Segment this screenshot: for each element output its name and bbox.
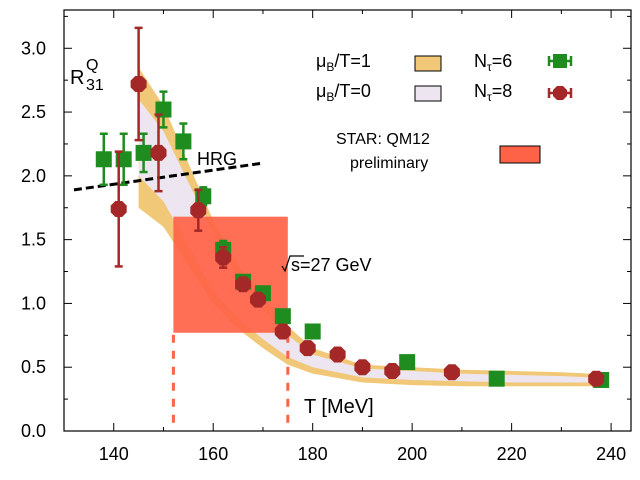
nt6-point-12 <box>399 354 416 371</box>
legend-swatch-star <box>499 145 541 164</box>
legend-mu0-sub: B <box>326 90 334 104</box>
legend-mu1-rest: /T=1 <box>334 51 371 71</box>
x-tick-label-220: 220 <box>497 444 527 464</box>
legend-swatch-mu0 <box>414 85 442 102</box>
marker-square <box>274 308 291 325</box>
svg-text:Nτ=6: Nτ=6 <box>474 51 512 74</box>
y-tick-label-2: 1.0 <box>21 293 46 313</box>
legend-item-nt6: Nτ=6 <box>474 51 573 74</box>
marker-octagon <box>299 340 316 357</box>
y-tick-label-0: 0.0 <box>21 421 46 441</box>
legend-marker-nt6 <box>547 54 573 68</box>
star-label-line1: STAR: QM12 <box>336 131 430 148</box>
marker-octagon <box>215 249 232 266</box>
nt8-point-13 <box>443 364 460 381</box>
y-tick-label-4: 2.0 <box>21 166 46 186</box>
y-tick-label-1: 0.5 <box>21 357 46 377</box>
legend-item-nt8: Nτ=8 <box>474 81 573 104</box>
legend-marker-nt8 <box>547 86 573 100</box>
nt6-point-1 <box>95 132 112 187</box>
marker-square <box>399 354 416 371</box>
nt6-point-13 <box>488 370 505 387</box>
nt8-point-8 <box>274 323 291 340</box>
x-tick-label-160: 160 <box>198 444 228 464</box>
nt8-point-3 <box>150 113 167 193</box>
marker-square <box>135 144 152 161</box>
nt8-point-7 <box>250 291 266 308</box>
nt8-point-9 <box>299 340 316 357</box>
x-tick-label-200: 200 <box>397 444 427 464</box>
legend-swatch-mu1 <box>414 55 442 72</box>
nt8-point-4 <box>190 188 207 232</box>
legend-item-star: STAR: QM12 preliminary <box>336 131 541 172</box>
legend-nt6-sub: τ <box>487 60 492 74</box>
legend-item-mu0: μB/T=0 <box>316 81 442 104</box>
y-axis-label: R Q 31 <box>70 57 104 94</box>
energy-label: s=27 GeV <box>291 255 372 275</box>
x-tick-label-180: 180 <box>298 444 328 464</box>
sqrt-symbol <box>281 255 304 273</box>
nt6-point-5 <box>175 122 192 161</box>
x-axis-label: T [MeV] <box>304 396 374 418</box>
marker-octagon <box>443 364 460 381</box>
y-axis-label-sup: Q <box>86 57 98 74</box>
marker-octagon <box>588 370 605 387</box>
marker-octagon <box>130 76 147 92</box>
legend-nt8-rest: =8 <box>492 81 513 101</box>
legend-nt8-sub: τ <box>487 90 492 104</box>
marker-octagon <box>190 202 207 219</box>
nt6-point-3 <box>135 132 152 174</box>
marker-octagon <box>235 276 252 293</box>
legend-mu0-symbol: μ <box>316 81 326 101</box>
y-tick-label-6: 3.0 <box>21 38 46 58</box>
nt8-point-10 <box>329 346 346 363</box>
nt8-point-11 <box>354 359 371 376</box>
y-tick-label-3: 1.5 <box>21 230 46 250</box>
legend-mu1-sub: B <box>326 60 334 74</box>
marker-octagon <box>384 363 401 379</box>
legend-mu1-symbol: μ <box>316 51 326 71</box>
legend: μB/T=1 μB/T=0 Nτ=6 Nτ=8 <box>316 51 573 172</box>
x-tick-label-240: 240 <box>596 444 626 464</box>
marker-square <box>304 323 321 340</box>
svg-text:μB/T=1: μB/T=1 <box>316 51 371 74</box>
legend-nt8-symbol: N <box>474 81 487 101</box>
hrg-label: HRG <box>197 149 237 169</box>
nt6-point-10 <box>274 308 291 325</box>
y-axis-label-main: R <box>70 67 84 89</box>
nt8-point-14 <box>588 370 605 387</box>
legend-nt6-rest: =6 <box>492 51 513 71</box>
nt6-point-11 <box>304 323 321 340</box>
nt8-point-2 <box>130 26 147 142</box>
marker-square <box>95 151 112 168</box>
marker-octagon <box>150 144 167 161</box>
svg-text:μB/T=0: μB/T=0 <box>316 81 371 104</box>
marker-square <box>175 133 192 150</box>
marker-octagon <box>250 291 266 308</box>
x-tick-label-140: 140 <box>99 444 129 464</box>
marker-octagon <box>274 323 291 340</box>
plot-frame <box>63 9 632 432</box>
marker-square <box>488 370 505 387</box>
energy-annotation: s=27 GeV <box>281 255 372 275</box>
nt8-point-1 <box>110 150 127 268</box>
marker-octagon <box>110 201 127 217</box>
marker-octagon <box>354 359 371 376</box>
nt8-point-12 <box>384 363 401 379</box>
legend-nt6-symbol: N <box>474 51 487 71</box>
marker-octagon <box>329 346 346 363</box>
star-box <box>173 216 288 333</box>
legend-mu0-rest: /T=0 <box>334 81 371 101</box>
nt8-point-6 <box>235 276 252 293</box>
nt8-point-5 <box>215 246 232 269</box>
star-label-line2: preliminary <box>350 155 428 172</box>
legend-item-mu1: μB/T=1 <box>316 51 442 74</box>
y-axis-label-sub: 31 <box>86 77 104 94</box>
y-tick-label-5: 2.5 <box>21 102 46 122</box>
svg-text:Nτ=8: Nτ=8 <box>474 81 512 104</box>
